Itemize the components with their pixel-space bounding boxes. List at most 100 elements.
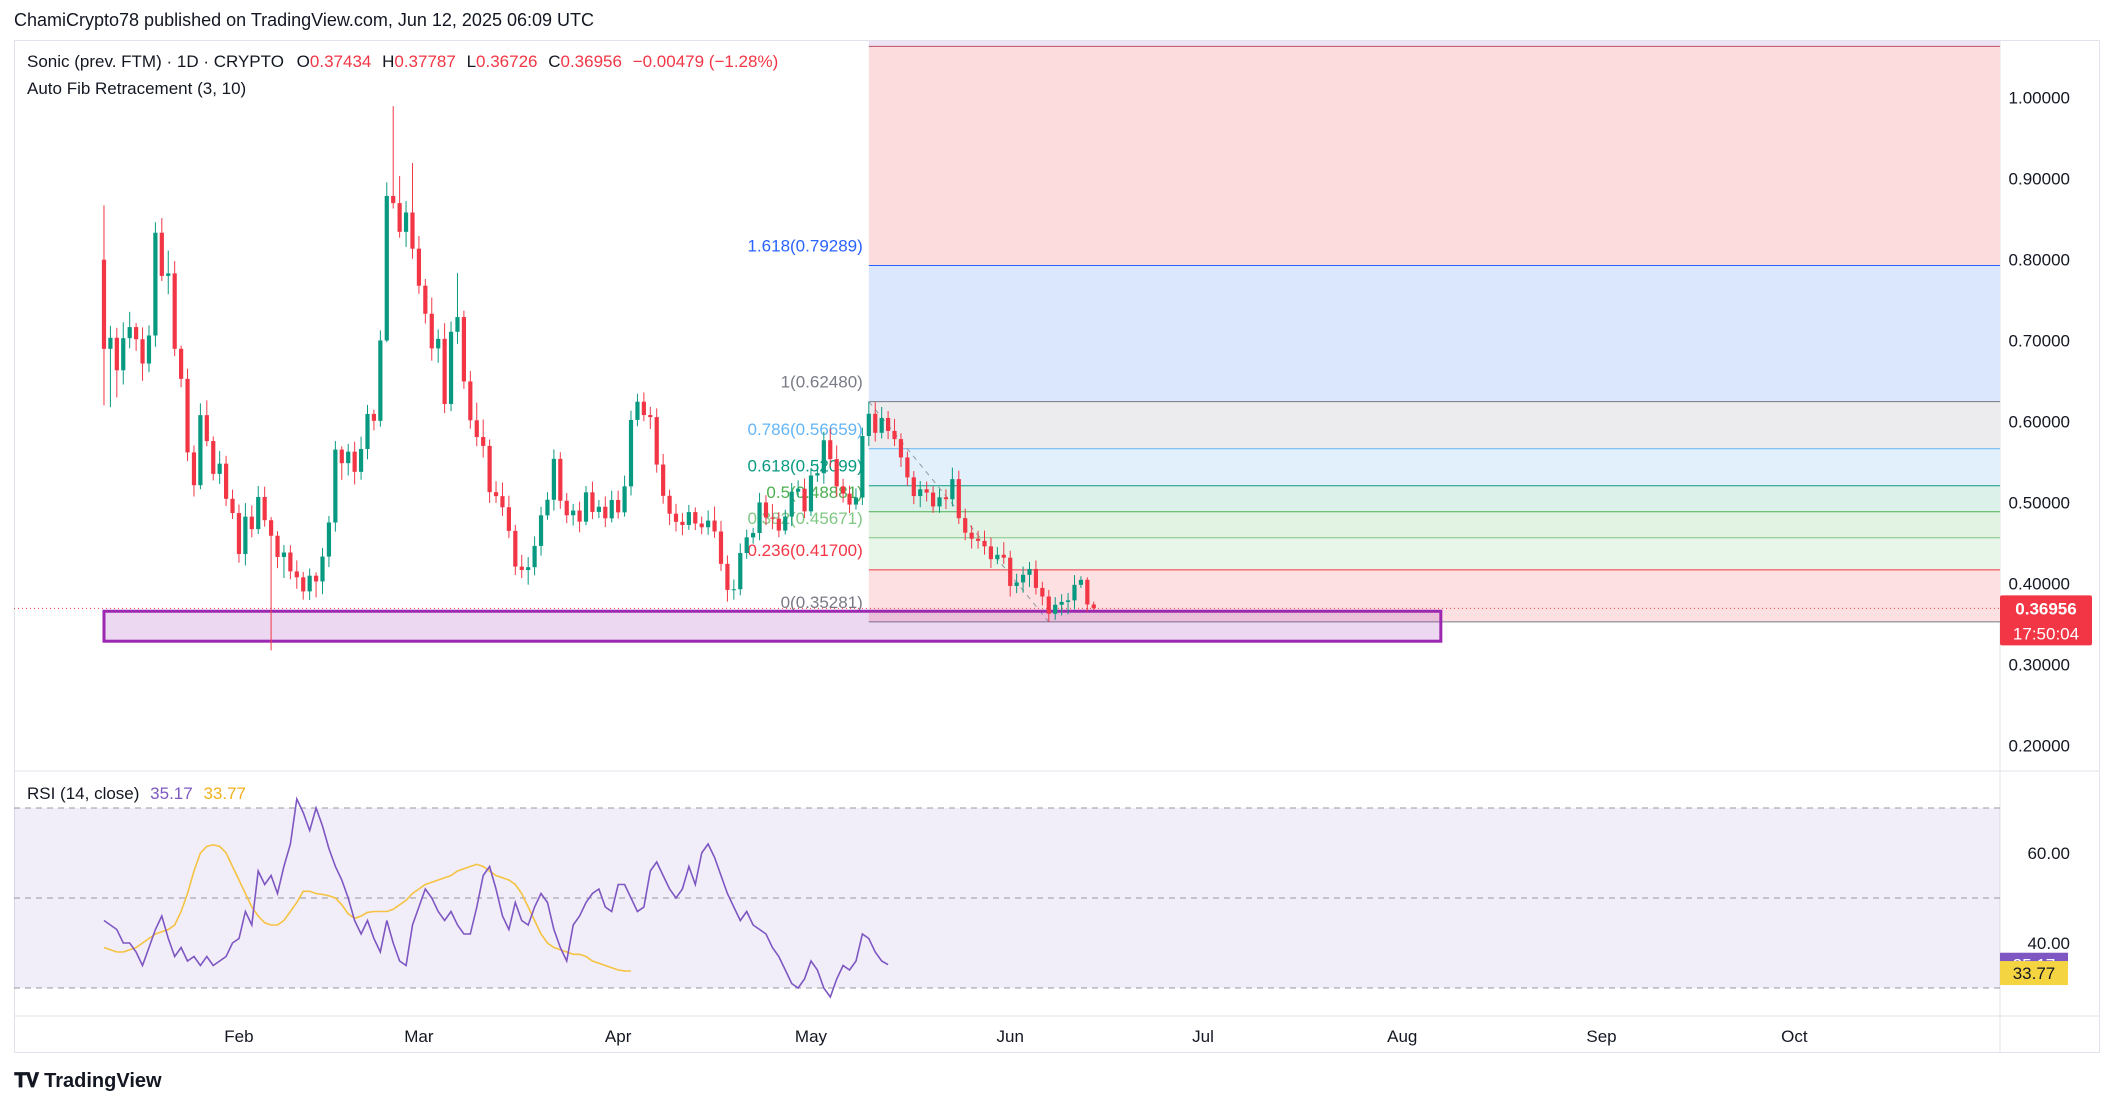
candle-body	[918, 489, 922, 496]
price-tick-label: 0.20000	[2009, 737, 2070, 756]
candle	[301, 572, 305, 600]
candle-body	[1015, 582, 1019, 586]
candle	[706, 510, 710, 534]
candle	[475, 403, 479, 447]
candle-body	[494, 492, 498, 496]
candle	[263, 487, 267, 527]
close-label: C	[548, 52, 560, 71]
candle-body	[147, 336, 151, 364]
candle-body	[912, 477, 916, 496]
candle-body	[725, 564, 729, 590]
candle	[153, 222, 157, 347]
candle-body	[308, 576, 312, 592]
candle	[693, 507, 697, 530]
candle-body	[635, 402, 639, 420]
candle	[500, 483, 504, 516]
symbol-name[interactable]: Sonic (prev. FTM) · 1D · CRYPTO	[27, 52, 284, 71]
footer-brand[interactable]: 𝐓𝐕 TradingView	[14, 1070, 162, 1093]
candle-body	[700, 524, 704, 528]
candle-body	[410, 212, 414, 248]
candle-body	[263, 497, 267, 520]
candle-body	[880, 418, 884, 433]
time-tick-label: Aug	[1387, 1027, 1417, 1046]
time-tick-label: Jul	[1192, 1027, 1214, 1046]
fib-label: 0(0.35281)	[781, 593, 863, 612]
candle-body	[738, 553, 742, 589]
candle-body	[520, 567, 524, 570]
candle-body	[102, 260, 106, 349]
candle-body	[237, 513, 241, 554]
candle	[314, 572, 318, 597]
candle	[488, 440, 492, 503]
candle-body	[198, 415, 202, 485]
candle	[513, 525, 517, 575]
candle-body	[905, 457, 909, 477]
candle	[680, 513, 684, 535]
candle-body	[989, 546, 993, 559]
candle	[128, 312, 132, 348]
candle-body	[134, 327, 138, 339]
indicator-legend[interactable]: Auto Fib Retracement (3, 10)	[27, 79, 246, 99]
candle	[385, 182, 389, 342]
candle-body	[398, 203, 402, 232]
candle-body	[500, 496, 504, 507]
candle	[198, 403, 202, 489]
candle	[822, 432, 826, 484]
candle-body	[468, 381, 472, 420]
candle	[224, 456, 228, 506]
candle-body	[353, 452, 357, 472]
candle	[410, 163, 414, 259]
price-tick-label: 0.50000	[2009, 494, 2070, 513]
candle	[455, 273, 459, 344]
candle	[545, 492, 549, 520]
candle	[622, 476, 626, 517]
candle-body	[1053, 605, 1057, 614]
candle	[674, 504, 678, 532]
candle	[205, 400, 209, 446]
candle	[565, 493, 569, 523]
candle-body	[616, 500, 620, 512]
candle	[115, 328, 119, 398]
candle-body	[320, 557, 324, 582]
candle-body	[224, 464, 228, 499]
change-value: −0.00479 (−1.28%)	[633, 52, 779, 71]
candle-body	[867, 414, 871, 436]
candle	[250, 505, 254, 537]
candle	[712, 507, 716, 538]
chart-canvas[interactable]: 1.618(0.79289)1(0.62480)0.786(0.56659)0.…	[0, 0, 2114, 1108]
candle	[102, 205, 106, 405]
rsi-tick-label: 40.00	[2027, 934, 2070, 953]
candle-body	[179, 349, 183, 379]
candle	[667, 490, 671, 525]
open-label: O	[297, 52, 310, 71]
candle-body	[706, 521, 710, 528]
candle-body	[340, 450, 344, 464]
candle-body	[687, 512, 691, 525]
candle-body	[539, 515, 543, 546]
candle	[629, 411, 633, 496]
candle-body	[192, 452, 196, 485]
price-tick-label: 0.90000	[2009, 170, 2070, 189]
candle-body	[295, 571, 299, 577]
candle-body	[372, 414, 376, 421]
candle-body	[873, 414, 877, 433]
candle-body	[173, 273, 177, 348]
candle	[732, 579, 736, 599]
rsi-legend[interactable]: RSI (14, close) 35.17 33.77	[27, 784, 246, 804]
candle-body	[577, 511, 581, 522]
candle-body	[488, 446, 492, 492]
candle-body	[925, 489, 929, 492]
candle-body	[809, 475, 813, 511]
time-tick-label: Apr	[605, 1027, 632, 1046]
candle	[340, 446, 344, 480]
candle-body	[835, 459, 839, 486]
rsi-ma-value: 33.77	[203, 784, 246, 803]
candle	[140, 327, 144, 380]
candle	[539, 507, 543, 556]
rsi-value: 35.17	[150, 784, 193, 803]
candle	[295, 560, 299, 588]
candle	[121, 322, 125, 384]
candle-body	[886, 418, 890, 431]
candle	[173, 261, 177, 356]
candle	[275, 531, 279, 568]
